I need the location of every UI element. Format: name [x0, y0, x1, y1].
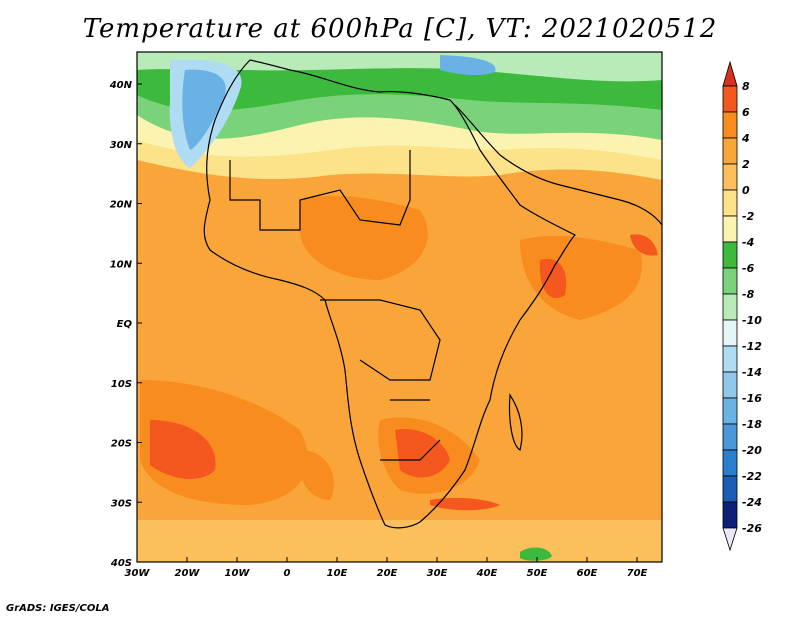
y-tick-label: 40S: [110, 558, 132, 569]
colorbar-swatch: [722, 163, 738, 191]
x-tick-label: 30W: [125, 568, 151, 579]
credit-label: GrADS: IGES/COLA: [6, 603, 110, 614]
y-tick-label: 10N: [110, 259, 133, 270]
colorbar-label: -10: [742, 314, 762, 327]
y-tick-label: 30S: [111, 498, 132, 509]
x-tick-label: 40E: [476, 568, 498, 579]
colorbar-label: -6: [742, 262, 755, 275]
x-tick-label: 0: [284, 568, 291, 579]
colorbar-label: 4: [741, 132, 750, 145]
colorbar-label: -2: [742, 210, 755, 223]
colorbar-swatch: [722, 319, 738, 347]
colorbar-label: -14: [742, 366, 762, 379]
colorbar-swatch: [722, 371, 738, 399]
colorbar-swatch: [722, 137, 738, 165]
colorbar-swatch: [722, 449, 738, 477]
x-tick-label: 50E: [527, 568, 548, 579]
colorbar-label: -18: [742, 418, 762, 431]
x-tick-label: 70E: [627, 568, 648, 579]
colorbar-swatch: [722, 215, 738, 243]
y-tick-label: 20N: [110, 200, 133, 211]
colorbar-swatch: [722, 267, 738, 295]
colorbar-swatch: [722, 293, 738, 321]
x-tick-label: 20E: [377, 568, 398, 579]
colorbar-label: -4: [742, 236, 754, 249]
y-tick-label: 40N: [109, 80, 133, 91]
colorbar-swatch: [722, 501, 738, 529]
colorbar-label: 2: [742, 158, 750, 171]
y-tick-label: EQ: [117, 319, 133, 330]
colorbar-swatch: [722, 397, 738, 425]
colorbar-label: -16: [742, 392, 762, 405]
map-frame: [136, 51, 663, 563]
y-tick-label: 20S: [111, 439, 132, 450]
colorbar-label: -24: [742, 496, 762, 509]
colorbar-label: -22: [742, 470, 762, 483]
colorbar-label: 6: [742, 106, 750, 119]
colorbar-swatch: [722, 189, 738, 217]
colorbar-swatch: [722, 475, 738, 503]
map-title: Temperature at 600hPa [C], VT: 202102051…: [82, 14, 718, 44]
y-tick-label: 10S: [111, 379, 132, 390]
colorbar-label: -12: [742, 340, 762, 353]
colorbar-swatch: [722, 85, 738, 113]
x-tick-label: 10W: [225, 568, 251, 579]
x-tick-label: 60E: [577, 568, 598, 579]
colorbar-top-arrow: [722, 60, 738, 87]
colorbar-swatch: [722, 423, 738, 451]
colorbar-label: -26: [742, 522, 762, 535]
colorbar-swatch: [722, 111, 738, 139]
temperature-field: [137, 52, 662, 562]
colorbar-label: 0: [742, 184, 750, 197]
x-tick-label: 10E: [327, 568, 348, 579]
x-tick-label: 20W: [175, 568, 201, 579]
x-axis: 30W 20W 10W 0 10E 20E 30E 40E 50E 60E 70E: [125, 557, 648, 579]
colorbar-swatch: [722, 345, 738, 373]
coastlines: [203, 59, 662, 529]
colorbar: 8 6 4 2 0 -2 -4 -6 -8 -10 -12 -14 -16 -18 -20 -22 -24 -26: [722, 60, 762, 552]
colorbar-label: -20: [742, 444, 762, 457]
x-tick-label: 30E: [427, 568, 448, 579]
y-axis: 40N 30N 20N 10N EQ 10S 20S 30S 40S: [109, 80, 142, 569]
y-tick-label: 30N: [110, 140, 133, 151]
colorbar-label: -8: [742, 288, 755, 301]
colorbar-swatch: [722, 241, 738, 269]
colorbar-bottom-arrow: [722, 527, 738, 552]
colorbar-label: 8: [742, 80, 750, 93]
